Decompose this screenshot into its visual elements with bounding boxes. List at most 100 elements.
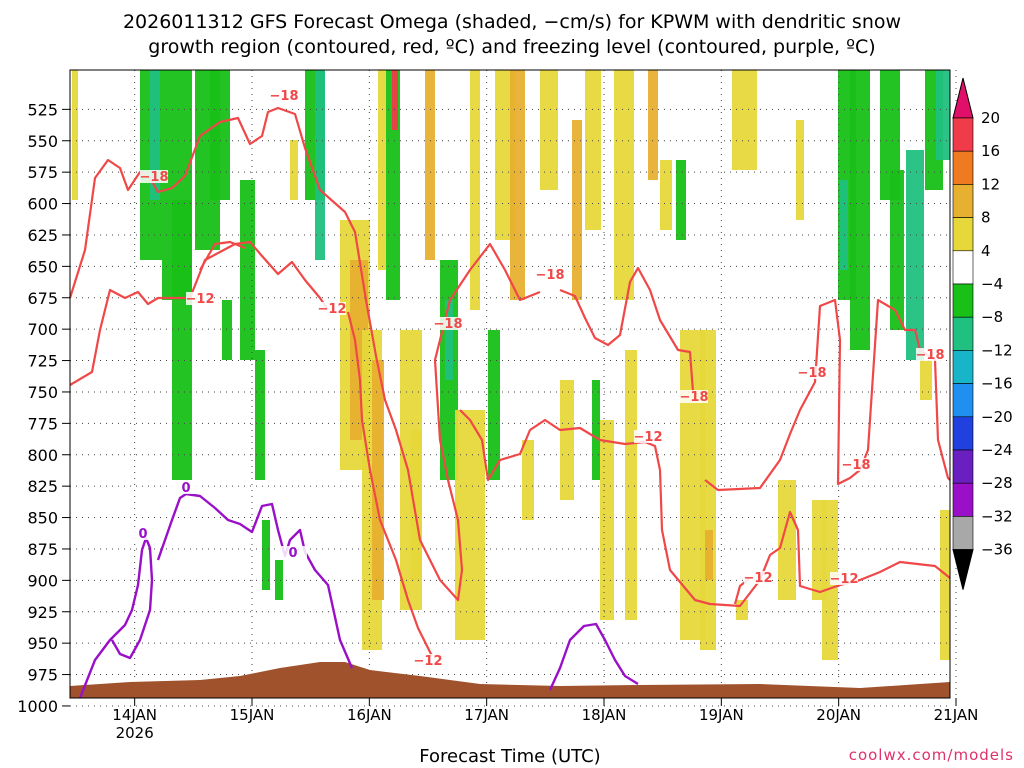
y-tick-label: 600	[27, 195, 58, 214]
omega-shade-cell	[796, 120, 804, 220]
contour-label-zero: 0	[288, 546, 297, 561]
y-axis: 525 550 575 600 625 650 675 700 725 750 775 800 825 8…	[17, 100, 70, 716]
omega-shade-cell	[425, 70, 435, 260]
terrain-fill	[70, 662, 950, 698]
omega-shade-cell	[705, 530, 713, 580]
contour-label-minus12: −12	[744, 571, 773, 586]
contour-label-minus18: −18	[916, 348, 945, 363]
x-tick-label: 19JAN	[699, 706, 744, 724]
omega-shade-cell	[455, 410, 485, 640]
contour-label-minus12-bg	[830, 572, 858, 585]
omega-shade-cell	[410, 430, 422, 580]
colorbar-swatch	[952, 316, 974, 351]
colorbar-swatch	[952, 350, 974, 384]
contour-label-minus12-bg	[634, 430, 662, 443]
dgz-contour-line	[559, 266, 695, 393]
colorbar-swatch	[952, 482, 974, 517]
contour-label-minus18: −18	[140, 170, 169, 185]
contour-label-minus18-bg	[798, 366, 826, 379]
omega-shade-cell	[880, 70, 900, 200]
omega-shade-cell	[72, 70, 78, 200]
colorbar: 20 16 12 8 4 −4 −8 −12 −16 −20 −24 −28 −32 −36	[952, 77, 1013, 590]
x-tick-label: 18JAN	[582, 706, 627, 724]
omega-shade-cell	[290, 140, 298, 200]
contour-label-minus18-bg	[434, 317, 462, 330]
y-tick-label: 800	[27, 446, 58, 465]
y-tick-label: 675	[27, 289, 58, 308]
omega-shade-cell	[585, 70, 601, 230]
colorbar-tick-label: −4	[981, 275, 1003, 293]
omega-shade-cell	[522, 440, 534, 520]
omega-shade-cell	[592, 380, 600, 480]
dgz-contour-line	[199, 240, 246, 271]
chart-title-line1: 2026011312 GFS Forecast Omega (shaded, −…	[123, 11, 901, 33]
colorbar-tick-label: −36	[981, 541, 1013, 559]
plot-area: −18 −18 −18 −18 −18 −18 −18 −18 −12 −12 −12 −12 −12 −…	[68, 69, 957, 707]
y-tick-label: 850	[27, 509, 58, 528]
contour-label-minus18-bg	[916, 348, 944, 361]
omega-shade-cell	[778, 480, 796, 600]
colorbar-swatch	[952, 117, 974, 152]
colorbar-swatch	[952, 184, 974, 218]
omega-shade-cell	[240, 180, 255, 360]
omega-shade-cell	[600, 420, 614, 620]
colorbar-over-arrow	[952, 77, 974, 119]
contour-label-minus18: −18	[842, 458, 871, 473]
omega-shade-cell	[262, 520, 270, 590]
omega-shade-cell	[676, 160, 686, 240]
x-axis-label: Forecast Time (UTC)	[419, 746, 600, 767]
y-tick-label: 650	[27, 257, 58, 276]
contour-label-zero-bg	[279, 546, 307, 559]
colorbar-tick-label: −16	[981, 375, 1013, 393]
omega-shade-cell	[560, 380, 574, 500]
contour-label-minus18-bg	[140, 170, 168, 183]
colorbar-tick-label: −32	[981, 507, 1013, 525]
contour-label-minus12-bg	[414, 654, 442, 667]
omega-shade-cell	[510, 70, 525, 300]
omega-shade-cell	[540, 70, 558, 190]
colorbar-swatch	[952, 383, 974, 418]
contour-label-zero-bg	[129, 527, 157, 540]
contour-label-minus18: −18	[680, 390, 709, 405]
y-tick-label: 725	[27, 352, 58, 371]
omega-shade-cell	[378, 70, 386, 270]
omega-shade-cell	[255, 350, 265, 480]
contour-label-minus18: −18	[798, 366, 827, 381]
omega-shade-cell	[372, 360, 384, 600]
colorbar-tick-label: 20	[981, 109, 1000, 127]
contour-lines: −18 −18 −18 −18 −18 −18 −18 −18 −12 −12 −12 −12 −12 −…	[68, 89, 951, 699]
contour-label-minus18-bg	[680, 390, 708, 403]
contour-label-minus18-bg	[842, 458, 870, 471]
contour-label-minus18: −18	[536, 268, 565, 283]
omega-shade-cell	[470, 70, 480, 310]
contour-label-minus18-bg	[270, 89, 298, 102]
x-tick-label: 20JAN	[816, 706, 861, 724]
colorbar-tick-label: −12	[981, 341, 1013, 359]
x-tick-label: 16JAN	[347, 706, 392, 724]
y-tick-label: 975	[27, 666, 58, 685]
colorbar-tick-label: 8	[981, 209, 991, 227]
y-tick-label: 925	[27, 603, 58, 622]
contour-label-minus12: −12	[318, 302, 347, 317]
contour-label-minus18-bg	[536, 268, 564, 281]
omega-shade-cell	[172, 200, 192, 480]
dgz-contour-line	[459, 409, 951, 608]
omega-shade-cell	[392, 70, 398, 130]
colorbar-swatch	[952, 283, 974, 318]
y-tick-label: 1000	[17, 697, 58, 716]
y-tick-label: 750	[27, 383, 58, 402]
omega-shade-cell	[906, 150, 924, 360]
colorbar-tick-label: 16	[981, 142, 1000, 160]
omega-shade-cell	[850, 70, 870, 350]
colorbar-swatch	[952, 150, 974, 185]
omega-shade-cell	[732, 70, 757, 170]
contour-label-minus12: −12	[186, 292, 215, 307]
omega-shade-cell	[315, 70, 325, 260]
x-tick-label: 17JAN	[464, 706, 509, 724]
plot-frame	[69, 69, 951, 699]
y-tick-label: 550	[27, 132, 58, 151]
y-tick-label: 950	[27, 634, 58, 653]
colorbar-swatch	[952, 250, 974, 285]
omega-shade-cell	[275, 560, 283, 600]
